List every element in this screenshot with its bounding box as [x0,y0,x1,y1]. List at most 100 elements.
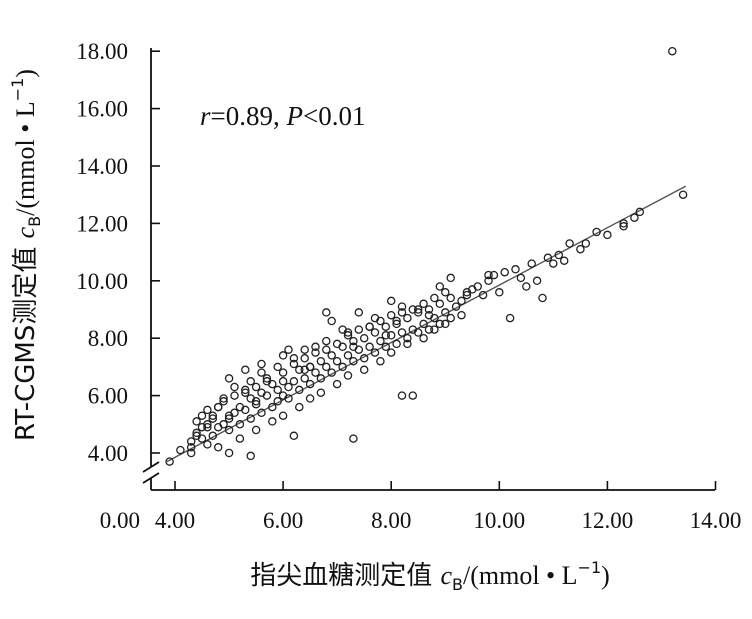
data-point [381,342,391,352]
data-point [219,420,228,429]
data-point [213,402,223,412]
data-point [327,351,336,360]
data-point [397,308,407,317]
data-point [603,230,612,240]
x-axis-title-close: ) [601,561,610,590]
data-point [419,333,428,343]
data-point [208,411,218,420]
data-point [224,411,234,420]
data-point [495,288,504,297]
data-point [392,316,401,326]
data-point [397,328,407,337]
data-point [424,305,434,314]
data-point [327,316,336,326]
data-point [338,325,347,334]
data-point [462,288,472,297]
data-point [262,374,272,383]
data-point [349,356,358,366]
x-ticks: 4.00 6.00 8.00 10.00 12.00 14.00 [155,481,742,533]
data-point [381,322,391,331]
data-point [365,322,374,331]
data-point [403,313,412,323]
data-point [419,319,428,329]
data-point [462,290,472,300]
y-axis-title: RT-CGMS测定值 cB/(mmol • L−1) [8,69,44,441]
data-point [311,342,320,352]
data-point [451,302,461,311]
x-axis-title-main: 指尖血糖测定值 [250,561,440,591]
data-point [392,319,401,329]
data-point [316,388,326,397]
data-point [592,227,601,237]
data-point [246,377,255,386]
data-point [619,222,628,231]
data-point [203,422,212,432]
data-point [354,325,364,334]
data-point [543,253,553,263]
data-point [235,434,245,443]
data-point [300,345,309,354]
data-point [354,308,364,317]
data-point [457,296,466,306]
data-point [322,362,331,372]
x-axis-title-c: c [440,561,452,590]
y-tick-label: 12.00 [76,211,128,236]
data-point [289,431,299,441]
data-point [219,397,228,406]
data-point [413,328,423,337]
data-point [257,359,266,369]
data-point [316,374,326,383]
data-point [538,293,547,303]
data-point [197,411,207,420]
data-point [241,385,250,395]
data-point [300,354,309,363]
data-point [549,259,558,268]
data-point [322,345,331,354]
axes [142,48,715,491]
data-point [386,296,396,306]
data-point [208,414,218,423]
data-point [441,308,450,317]
y-axis-title-sub: B [25,216,44,227]
data-point [208,431,218,441]
data-point [522,282,531,291]
data-point [386,348,396,357]
data-point [511,265,520,274]
data-point [219,394,228,403]
data-point [424,325,434,334]
data-point [386,331,396,340]
x-tick-label: 14.00 [690,508,742,533]
y-tick-label: 14.00 [76,154,128,179]
data-point [262,391,272,400]
data-point [295,365,304,375]
data-point [268,417,277,426]
annotation-r-value: =0.89, [211,101,287,131]
data-point [446,313,455,323]
data-point [235,420,245,429]
data-point [192,431,201,441]
y-tick-label: 4.00 [88,441,128,466]
data-point [203,405,212,415]
data-point [359,365,369,375]
data-point [289,377,299,386]
data-point [273,362,282,372]
data-point [392,339,401,349]
y-tick-label: 16.00 [76,97,128,122]
x-tick-label: 6.00 [263,508,303,533]
data-point [413,308,423,317]
data-point [284,394,293,403]
data-point [359,354,369,363]
data-point [332,379,342,389]
y-axis-title-exp: −1 [8,78,27,102]
data-point [435,299,445,309]
y-tick-label: 8.00 [88,326,128,351]
data-points [165,46,688,466]
data-point [441,288,450,297]
data-point [257,408,266,418]
data-point [359,333,369,343]
annotation-r: r [200,101,211,131]
data-point [278,368,288,377]
axis-break-mark [142,461,160,484]
y-ticks: 4.00 6.00 8.00 10.00 12.00 14.00 16.00 18.00 [76,39,160,466]
